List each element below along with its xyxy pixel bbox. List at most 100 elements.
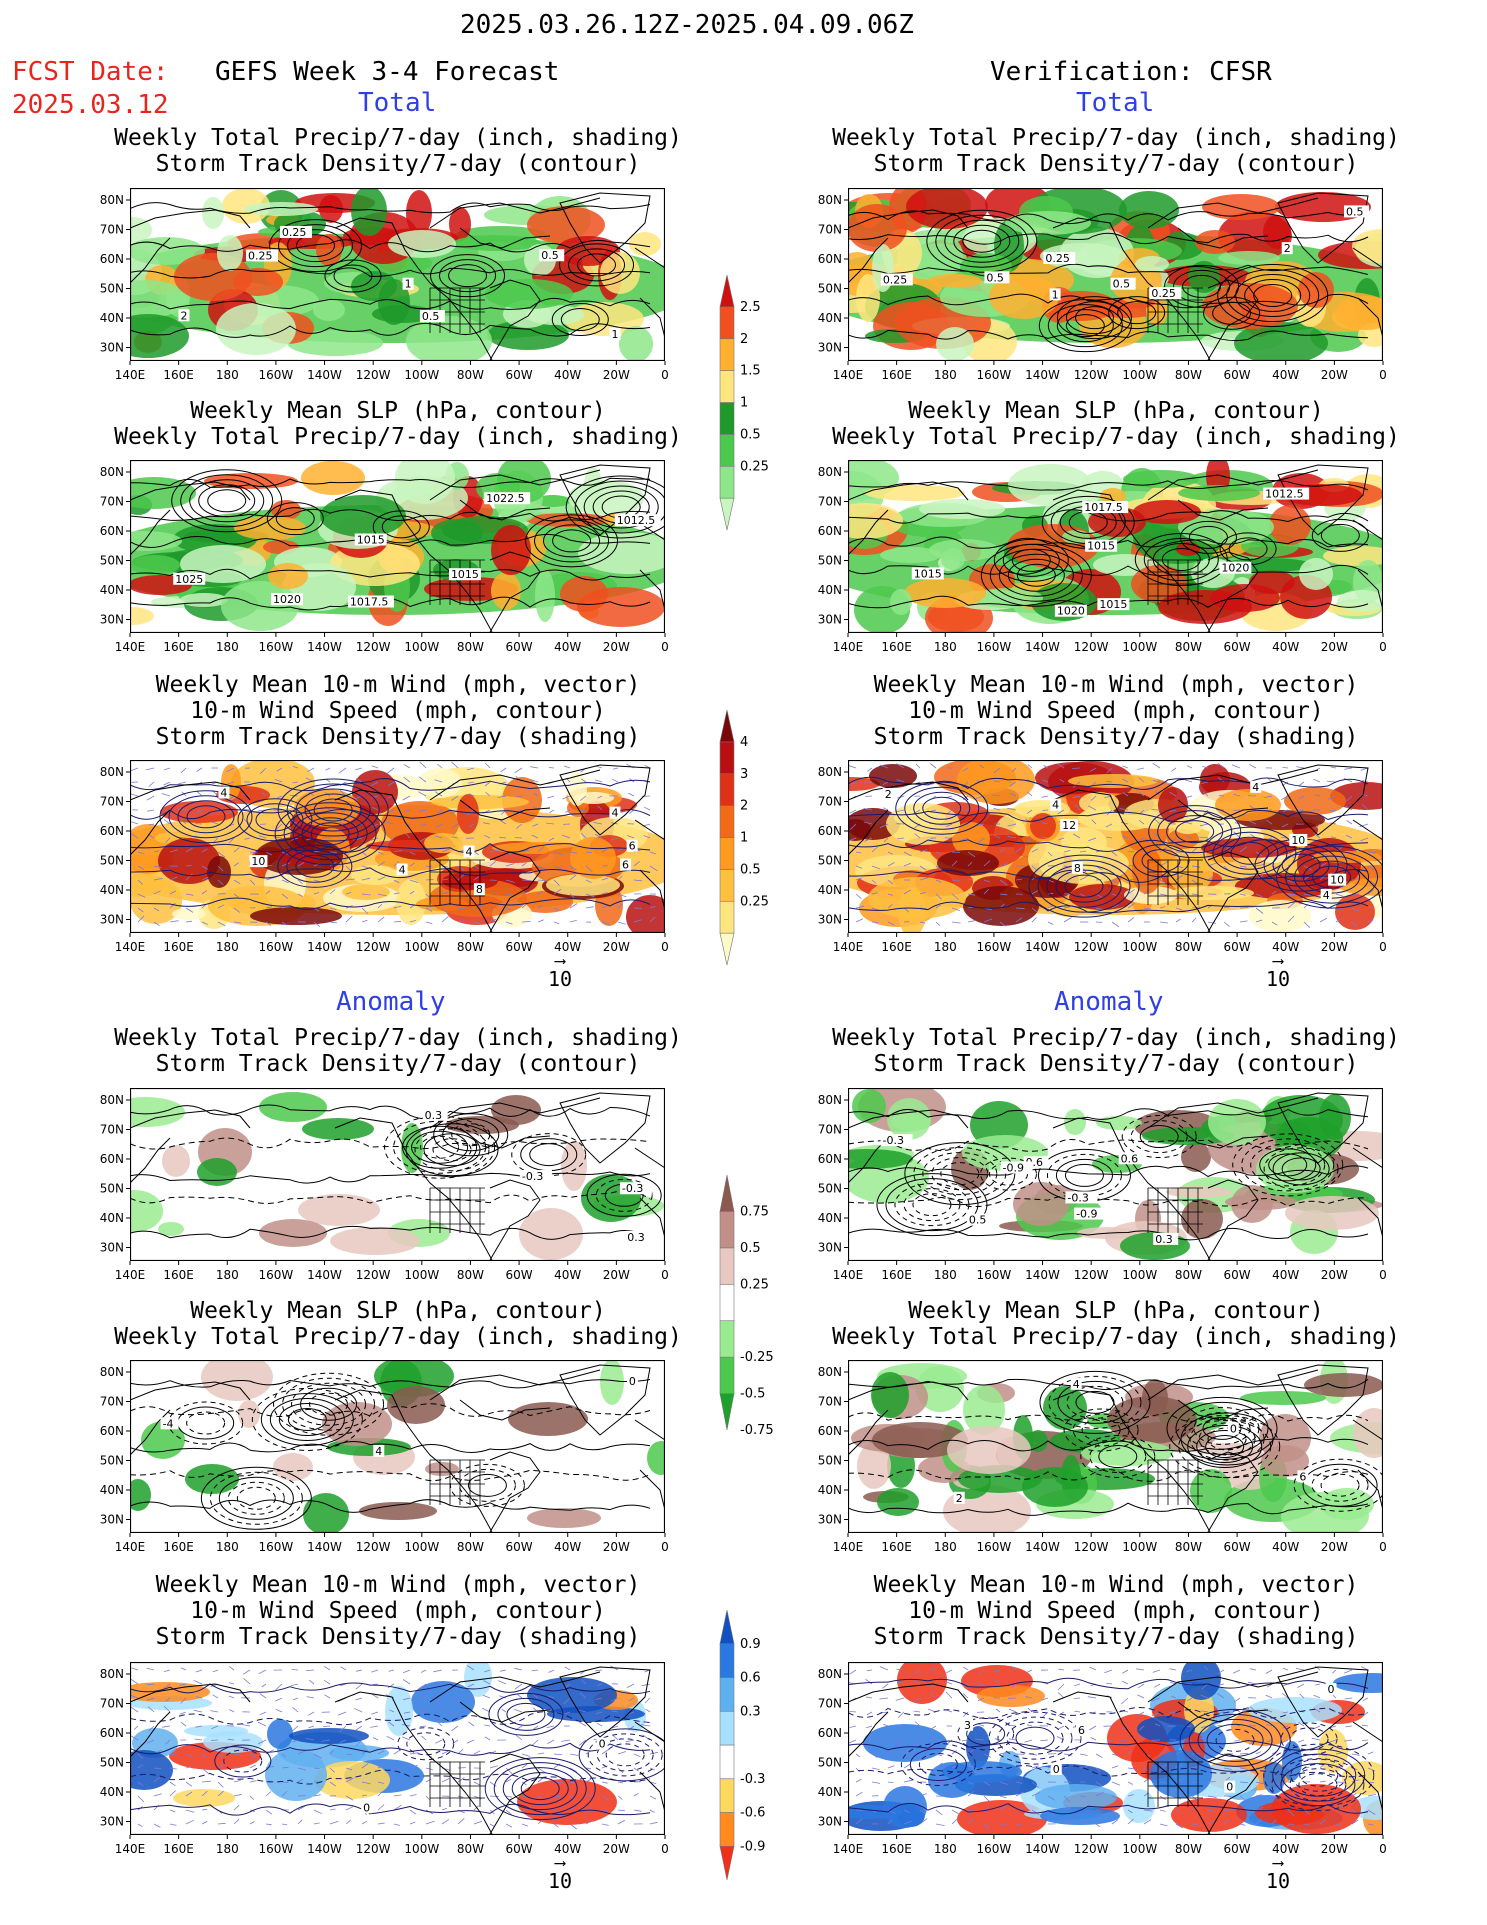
shading-cell	[535, 570, 555, 622]
map-frame	[130, 1662, 665, 1835]
shading-cell	[1068, 774, 1158, 788]
north-america-coast	[1052, 469, 1319, 633]
shading-cell	[1190, 1469, 1232, 1513]
lon-label: 160W	[259, 1842, 294, 1856]
lat-label: 30N	[100, 1513, 124, 1527]
map-frame	[848, 1088, 1383, 1261]
shading-cell	[449, 207, 471, 241]
lat-label: 50N	[100, 854, 124, 868]
map-panel: 0.5 0.25 1 2 1 0.5 0.25 80N 70N 60N 50N 40N 30N 140E 1…	[80, 186, 675, 387]
right-column-title: Verification: CFSR	[990, 57, 1272, 87]
contour-lines	[848, 1677, 1375, 1815]
lat-label: 30N	[818, 1513, 842, 1527]
lat-label: 40N	[100, 583, 124, 597]
shading-cell	[130, 1190, 163, 1232]
shading-cell	[359, 1502, 437, 1520]
panel-title-line: Weekly Total Precip/7-day (inch, shading…	[114, 424, 682, 450]
scale-swatch	[719, 900, 735, 934]
asia-coast	[130, 1683, 251, 1758]
contour-label: 4	[1323, 889, 1330, 902]
lon-label: 20W	[603, 940, 630, 954]
scale-swatch	[719, 1677, 735, 1712]
panel-title: Weekly Mean SLP (hPa, contour) Weekly Tot…	[816, 1298, 1416, 1350]
lon-label: 120W	[356, 1842, 391, 1856]
shading-cell	[868, 877, 966, 919]
lon-label: 100W	[404, 1268, 439, 1282]
color-scale: 2.5 2 1.5 1 0.5 0.25	[718, 265, 798, 544]
vector-reference-value: 10	[547, 1869, 573, 1893]
map-panel: 0 3 6 0 0 80N 70N 60N 50N 40N 30N 140E 160E 180 160W 14…	[798, 1660, 1393, 1861]
europe-coast	[634, 1147, 665, 1239]
shading-cell	[491, 572, 521, 610]
panel-title: Weekly Total Precip/7-day (inch, shading…	[816, 1025, 1416, 1077]
panel-title-line: 10-m Wind Speed (mph, contour)	[190, 1598, 606, 1624]
contour-label-bg	[218, 786, 230, 799]
asia-coast	[848, 1683, 969, 1758]
map-panel: -0.9 0.6 -0.3 0.3 0.6 -0.3 0.5 -0.9 80N 70N 60N 50N…	[798, 1086, 1393, 1287]
asia-coast	[130, 781, 251, 856]
lat-label: 60N	[818, 524, 842, 538]
contour-lines	[130, 469, 665, 611]
contour-label-bg	[609, 327, 621, 340]
lon-label: 160W	[259, 1268, 294, 1282]
lat-label: 80N	[818, 765, 842, 779]
contour-label: 1012.5	[617, 514, 656, 527]
contour-label-bg	[1054, 604, 1087, 617]
lon-label: 160E	[881, 1268, 912, 1282]
contour-label: 0.25	[1151, 287, 1176, 300]
lat-label: 50N	[818, 554, 842, 568]
arrow-icon: ⟶	[555, 1853, 565, 1872]
shading-cell	[316, 234, 342, 266]
lon-label: 0	[1379, 1540, 1387, 1554]
scale-swatch	[719, 434, 735, 467]
contour-lines	[130, 1104, 662, 1240]
date-range: 2025.03.26.12Z-2025.04.09.06Z	[460, 10, 914, 40]
lat-label: 40N	[818, 1483, 842, 1497]
shading-cell	[271, 500, 301, 520]
shading-cell	[619, 326, 653, 361]
contour-label: 1015	[1087, 540, 1115, 553]
coastline	[848, 192, 1383, 361]
contour-label: 0	[1328, 1683, 1335, 1696]
lat-label: 30N	[100, 1241, 124, 1255]
state-borders	[429, 1459, 485, 1505]
map-frame	[130, 1360, 665, 1533]
shading-cell	[1284, 787, 1346, 815]
contour-label: 1025	[175, 573, 203, 586]
shading-cell	[963, 1385, 1005, 1435]
contour-label: -4	[163, 1417, 174, 1430]
lat-label: 60N	[818, 252, 842, 266]
contour-label: 1015	[1099, 598, 1127, 611]
shading-cell	[919, 499, 1005, 519]
lon-label: 0	[1379, 368, 1387, 382]
greenland-coast	[1277, 1092, 1369, 1164]
shading	[848, 460, 1383, 633]
shading-cell	[1318, 1729, 1348, 1773]
shading-cell	[966, 1726, 990, 1768]
contour-label-bg	[1110, 277, 1136, 290]
map-panel: 4 4 6 10 4 6 4 8 80N 70N 60N 50N 40N 30N 140E 160E 180 16…	[80, 758, 675, 959]
state-borders	[429, 1761, 485, 1807]
shading-cell	[883, 1786, 927, 1828]
contour-label: 2	[180, 309, 187, 322]
panel-title-line: Weekly Total Precip/7-day (inch, shading…	[832, 1324, 1400, 1350]
contour-label: 0	[629, 1375, 636, 1388]
shading-cell	[259, 1219, 327, 1247]
scale-label: -0.75	[740, 1423, 774, 1438]
shading-cell	[301, 461, 365, 495]
lon-label: 140W	[1025, 1268, 1060, 1282]
greenland-coast	[559, 1364, 651, 1436]
contour-label: 0	[1053, 1763, 1060, 1776]
contour-label: -0.3	[522, 1170, 543, 1183]
panel-title-line: Weekly Mean SLP (hPa, contour)	[908, 1298, 1324, 1324]
map-panel: -0.3 0.3 0.3 -0.3 80N 70N 60N 50N 40N 30N 140E 160E…	[80, 1086, 675, 1287]
vector-reference: ⟶ 10	[1248, 953, 1308, 992]
panel-title-line: Weekly Mean 10-m Wind (mph, vector)	[155, 672, 641, 698]
map-plot: 1025 1022.5 1012.5 1015 1020 1017.5 1015	[130, 460, 665, 633]
contour-label-bg	[1281, 242, 1293, 255]
shading-cell	[517, 1779, 617, 1825]
shading-cell	[963, 886, 1039, 926]
map-plot: -0.3 0.3 0.3 -0.3	[130, 1088, 665, 1261]
shading-cell	[445, 1116, 519, 1134]
panel-title: Weekly Mean SLP (hPa, contour) Weekly Tot…	[816, 398, 1416, 450]
